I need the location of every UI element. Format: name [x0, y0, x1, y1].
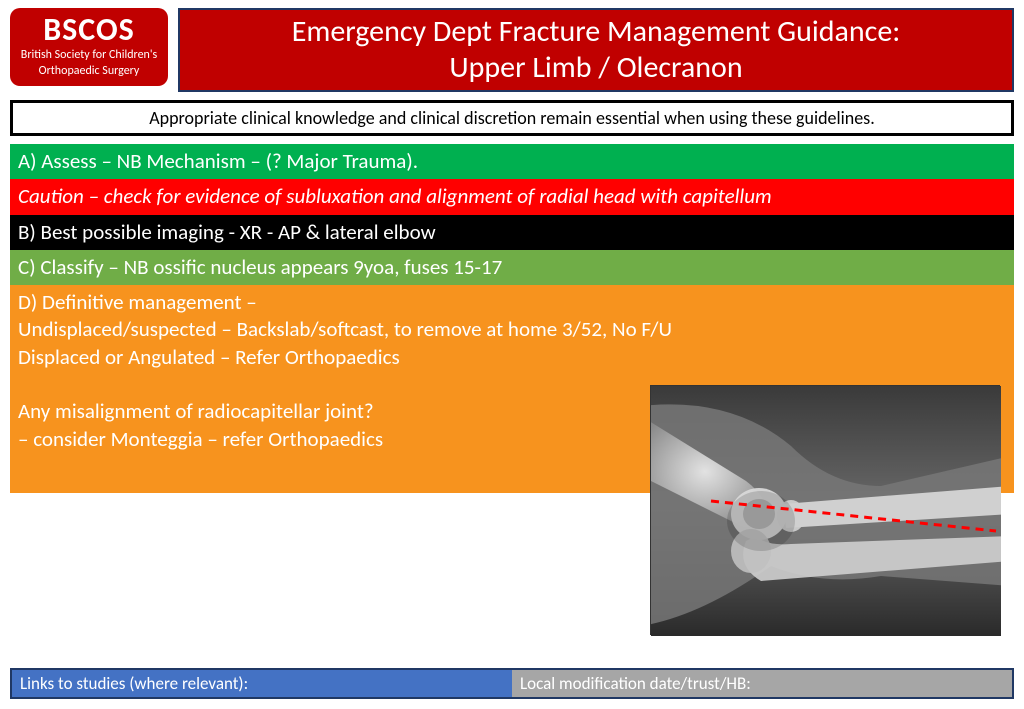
footer-links: Links to studies (where relevant): [12, 670, 512, 697]
xray-image [650, 385, 1000, 635]
band-imaging: B) Best possible imaging - XR - AP & lat… [10, 215, 1014, 250]
logo: BSCOS British Society for Children's Ort… [10, 8, 168, 86]
logo-acronym: BSCOS [10, 14, 168, 46]
band-classify: C) Classify – NB ossific nucleus appears… [10, 250, 1014, 285]
logo-subtitle-1: British Society for Children's [10, 48, 168, 62]
disclaimer: Appropriate clinical knowledge and clini… [10, 100, 1014, 136]
footer: Links to studies (where relevant): Local… [10, 668, 1014, 699]
logo-subtitle-2: Orthopaedic Surgery [10, 64, 168, 78]
footer-modification: Local modification date/trust/HB: [512, 670, 1012, 697]
band-caution: Caution – check for evidence of subluxat… [10, 179, 1014, 214]
page-title: Emergency Dept Fracture Management Guida… [178, 8, 1014, 92]
band-assess: A) Assess – NB Mechanism – (? Major Trau… [10, 144, 1014, 179]
